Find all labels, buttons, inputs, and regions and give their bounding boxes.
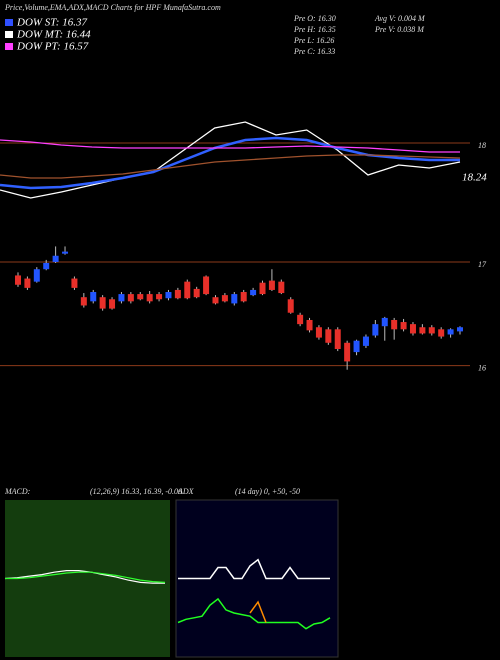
candle-body: [118, 294, 125, 302]
candle-body: [362, 336, 369, 346]
candle-body: [400, 322, 407, 330]
y-tick-label: 17: [478, 260, 487, 269]
candle-body: [334, 329, 341, 349]
candle-body: [409, 324, 416, 334]
candle-body: [62, 251, 69, 254]
chart-title: Price,Volume,EMA,ADX,MACD Charts for HPF…: [4, 3, 221, 12]
candle-body: [52, 255, 59, 262]
upper-label: 18: [478, 141, 486, 150]
candle-body: [174, 289, 181, 299]
candle-body: [325, 329, 332, 343]
line-series: [5, 571, 166, 583]
candle-body: [212, 297, 219, 304]
candle-body: [353, 340, 360, 353]
info: Pre C: 16.33: [293, 47, 335, 56]
candle-body: [297, 314, 304, 325]
candle-body: [127, 294, 134, 302]
legend-entry: DOW PT: 16.57: [16, 41, 89, 53]
legend-swatch: [5, 31, 13, 38]
candle-body: [231, 294, 238, 304]
candle-body: [419, 327, 426, 334]
candle-body: [268, 280, 275, 290]
candle-body: [137, 294, 144, 300]
candle-body: [250, 289, 257, 296]
candle-body: [391, 319, 398, 330]
candle-body: [99, 297, 106, 309]
candle-body: [15, 275, 21, 285]
legend-swatch: [5, 43, 13, 50]
candle-body: [381, 317, 388, 327]
line-series: [0, 136, 460, 190]
legend-entry: DOW MT: 16.44: [16, 29, 91, 41]
candle-body: [71, 278, 78, 288]
line-series: [4, 570, 165, 584]
adx-params: (14 day) 0, +50, -50: [235, 487, 300, 496]
candle-body: [146, 294, 153, 302]
candle-body: [372, 324, 379, 336]
candle-body: [457, 327, 463, 332]
candle-body: [306, 319, 313, 331]
legend-entry: DOW ST: 16.37: [16, 17, 87, 29]
candle-body: [203, 276, 210, 295]
macd-panel: [5, 500, 170, 657]
macd-label: MACD:: [4, 487, 31, 496]
candle-body: [33, 269, 40, 282]
candle-body: [193, 288, 200, 298]
macd-params: (12,26,9) 16.33, 16.39, -0.06: [90, 487, 182, 496]
adx-label: ADX: [177, 487, 195, 496]
candle-body: [259, 282, 266, 295]
candle-body: [221, 295, 228, 302]
line-series: [249, 600, 267, 623]
candle-body: [278, 281, 285, 294]
info: Pre O: 16.30: [293, 14, 336, 23]
info: Pre H: 16.35: [293, 25, 336, 34]
line-series: [0, 154, 461, 179]
info: Pre V: 0.038 M: [374, 25, 425, 34]
info: Pre L: 16.26: [293, 36, 334, 45]
candle-body: [447, 329, 454, 335]
candle-body: [156, 294, 163, 300]
upper-label: 18.24: [462, 172, 487, 184]
info: Avg V: 0.004 M: [374, 14, 426, 23]
candle-body: [287, 299, 294, 313]
legend-swatch: [5, 19, 13, 26]
candle-body: [165, 292, 172, 299]
candle-body: [43, 263, 50, 270]
candle-body: [80, 297, 87, 306]
candle-body: [240, 292, 247, 302]
candle-body: [344, 342, 351, 362]
candle-body: [438, 329, 445, 337]
y-tick-label: 16: [478, 363, 486, 372]
candle-body: [109, 299, 116, 309]
line-series: [177, 597, 331, 630]
line-series: [178, 558, 330, 580]
line-series: [0, 121, 461, 199]
candle-body: [428, 327, 435, 334]
candle-body: [315, 327, 322, 338]
candle-body: [184, 281, 191, 299]
candle-body: [24, 278, 31, 288]
line-series: [0, 139, 460, 153]
candle-body: [90, 292, 97, 302]
